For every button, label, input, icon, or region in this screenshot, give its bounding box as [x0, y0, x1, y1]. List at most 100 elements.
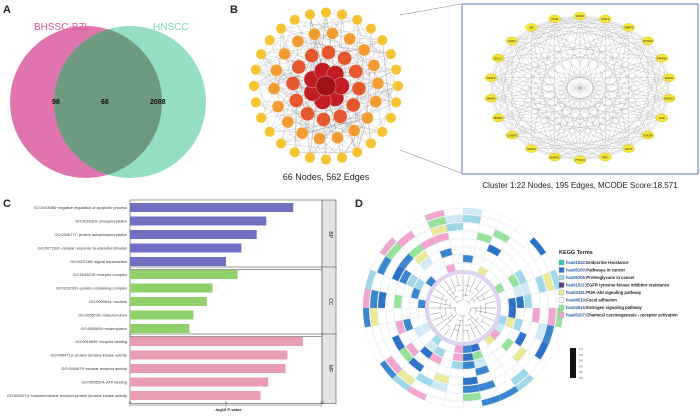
panel-a-letter: A	[3, 4, 11, 16]
cluster-edge	[490, 98, 581, 161]
network-node	[248, 80, 260, 92]
cluster-node	[505, 36, 519, 46]
network-node	[392, 80, 404, 92]
network-node	[320, 154, 332, 165]
go-group-label: BP	[327, 231, 333, 238]
dendrogram-branch	[456, 275, 459, 286]
heatmap-cell	[523, 307, 533, 322]
network-node	[250, 64, 262, 76]
network-node	[365, 23, 377, 34]
go-term-label: GO:0005654~nucleoplasm	[81, 326, 127, 331]
cluster-edge	[498, 57, 649, 136]
network-node	[385, 48, 397, 60]
go-bar	[130, 230, 257, 239]
cluster-edge	[511, 40, 670, 78]
heatmap-cell	[508, 307, 517, 319]
dendrogram-branch	[485, 301, 496, 304]
cluster-edge	[490, 18, 606, 99]
heatmap-cell	[409, 297, 418, 309]
heatmap-cell	[462, 400, 483, 409]
cluster-edge	[511, 40, 581, 161]
network-node	[357, 43, 371, 57]
go-bar	[130, 377, 269, 387]
network-node	[308, 28, 321, 41]
dendrogram	[430, 275, 496, 341]
heatmap-cell	[462, 246, 475, 256]
colorbar: 1.0 0.8 0.60.4 0.2 0.0	[570, 347, 583, 380]
kegg-legend-entry: hsa04915:Estrogen signaling pathway	[566, 305, 643, 310]
venn-diagram: BHSSC-BZL HNSCC 98 68 2088	[10, 22, 206, 178]
cluster-edge	[554, 77, 670, 158]
cluster-node	[599, 14, 612, 24]
cluster-edge	[531, 27, 670, 78]
network-edge	[337, 69, 397, 138]
cluster-node-label: CASP3	[507, 133, 517, 137]
network-edge	[255, 102, 358, 153]
cluster-edge	[498, 117, 649, 136]
venn-overlap-count: 68	[101, 99, 109, 106]
go-bar	[130, 364, 286, 373]
dendrogram-branch	[475, 280, 482, 289]
cluster-edge	[490, 98, 555, 158]
go-x-tick-label: 5	[225, 401, 227, 405]
dendrogram-branch	[469, 277, 476, 292]
network-node	[289, 93, 304, 108]
heatmap-cell	[401, 307, 411, 320]
network-node	[336, 9, 348, 20]
heatmap-cell	[446, 384, 464, 394]
heatmap-cell	[531, 307, 541, 324]
network-edge	[281, 28, 391, 55]
cluster-edge	[490, 77, 606, 158]
heatmap-cell	[417, 299, 426, 309]
cluster-edge	[531, 98, 670, 149]
network-node	[285, 76, 301, 91]
go-term-label: GO:0005634~nucleus	[89, 299, 127, 304]
cluster-network-edges	[490, 15, 670, 161]
cluster-edge	[579, 15, 662, 118]
network-panel: 66 Nodes, 562 Edges ESR1 ESR2 MMP9 PTGS2 PPA…	[248, 3, 699, 190]
cluster-node	[525, 144, 538, 153]
network-node	[289, 146, 301, 158]
cluster-node	[655, 53, 669, 63]
go-enrichment-chart: BP GO:0043066~negative regulation of apop…	[7, 199, 337, 412]
heatmap-cell	[462, 222, 480, 232]
dendrogram-branch	[479, 314, 494, 321]
dendrogram-branch	[444, 327, 451, 336]
heatmap-cell	[449, 368, 464, 378]
heatmap-cell	[462, 353, 474, 362]
heatmap-cell	[377, 307, 387, 325]
go-group-label: MF	[327, 365, 333, 372]
network-node	[281, 115, 295, 129]
network-node	[376, 126, 388, 138]
cluster-edge	[490, 98, 649, 136]
cluster-edge	[579, 15, 629, 149]
network-edge	[273, 12, 327, 89]
kegg-legend-entry: hsa04510:Focal adhesion	[566, 298, 617, 303]
venn-right-only-count: 2088	[150, 99, 166, 106]
heatmap-cell	[449, 238, 464, 248]
go-x-tick-label: 0	[129, 401, 131, 405]
network-node	[326, 27, 339, 40]
network-node	[316, 112, 331, 127]
panel-b-letter: B	[230, 4, 238, 16]
cluster-edge	[490, 77, 649, 136]
kegg-legend-swatch	[558, 289, 565, 296]
network-edge	[319, 102, 397, 139]
venn-left-label: BHSSC-BZL	[34, 22, 91, 33]
kegg-legend-swatch	[558, 304, 565, 311]
heatmap-cell	[462, 360, 475, 370]
network-node	[296, 127, 309, 140]
cluster-edge	[498, 15, 581, 118]
network-node	[331, 131, 344, 144]
cluster-edge	[490, 18, 555, 99]
network-node	[264, 126, 276, 138]
go-term-label: GO:0004879~nuclear receptor activity	[61, 366, 127, 371]
cluster-edge	[498, 98, 670, 119]
heatmap-cell	[515, 296, 525, 309]
network-edge	[357, 19, 383, 132]
heatmap-cell	[508, 297, 517, 309]
heatmap-cell	[462, 214, 482, 224]
dendrogram-branch	[432, 295, 447, 302]
go-term-label: GO:0032991~protein-containing complex	[56, 285, 127, 290]
cluster-node	[548, 14, 561, 24]
